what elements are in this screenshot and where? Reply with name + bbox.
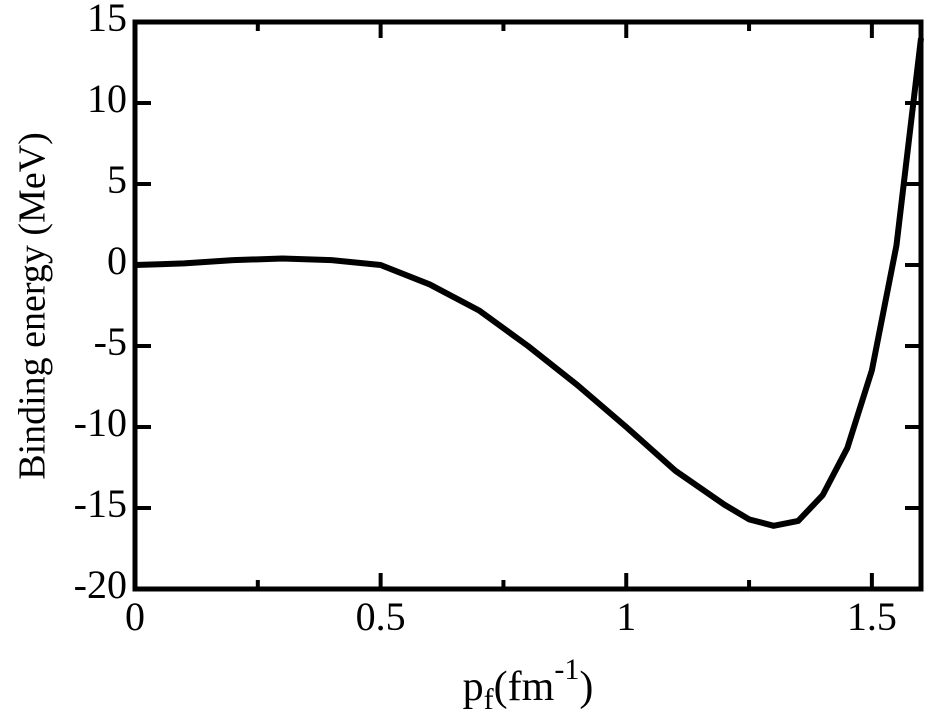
x-tick-label: 1: [616, 594, 636, 639]
y-tick-label: 15: [87, 0, 127, 40]
x-tick-label: 0.5: [356, 594, 406, 639]
x-axis-label: pf(fm-1): [463, 653, 594, 716]
y-tick-label: -15: [74, 481, 127, 526]
y-axis-label: Binding energy (MeV): [12, 132, 54, 480]
data-line: [134, 37, 924, 529]
y-tick-label: 10: [87, 76, 127, 121]
y-tick-label: 0: [107, 238, 127, 283]
x-tick-label: 1.5: [847, 594, 897, 639]
y-tick-label: -5: [94, 319, 127, 364]
x-tick-label: 0: [125, 594, 145, 639]
y-tick-label: 5: [107, 157, 127, 202]
y-tick-label: -10: [74, 400, 127, 445]
plot-frame: [132, 19, 924, 592]
y-tick-label: -20: [74, 562, 127, 607]
